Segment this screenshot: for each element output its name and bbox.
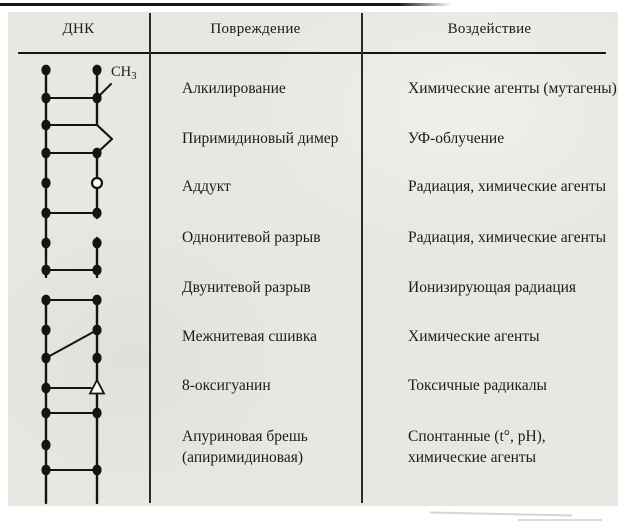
damage-label-adduct: Аддукт [182,178,231,195]
cause-label-alkylation: Химические агенты (мутагены) [408,80,617,97]
damage-label-pyrimidine-dimer: Пиримидиновый димер [182,130,339,147]
paper-background [8,12,618,506]
base-dots-right [92,64,102,476]
damage-label-apurinic-gap: Апуриновая брешь (апиримидиновая) [182,428,308,466]
cause-label-pyrimidine-dimer: УФ-облучение [408,130,505,147]
cause-label-ss-break: Радиация, химические агенты [408,229,607,246]
column-divider-2 [361,13,363,503]
column-header-damage: Повреждение [210,21,301,37]
column-header-cause: Воздействие [447,21,532,37]
cause-label-ds-break: Ионизирующая радиация [408,279,577,296]
damage-label-ss-break: Однонитевой разрыв [182,229,321,246]
damage-label-oxoguanine: 8-оксигуанин [182,377,271,394]
scan-smudge [518,519,602,521]
dna-ladder-diagram [41,64,114,505]
column-divider-1 [149,13,151,503]
damage-label-alkylation: Алкилирование [182,80,286,97]
pyrimidine-dimer-kink [96,124,114,154]
oxoguanine-triangle-marker [88,378,106,395]
ch3-subscript: 3 [131,70,137,82]
dna-strands [44,68,99,505]
column-header-dna: ДНК [62,21,95,37]
adduct-open-circle [90,176,104,190]
base-dots-left [41,64,51,476]
base-pair-rungs [45,97,98,471]
cause-label-apurinic-gap: Спонтанные (t°, pH), химические агенты [408,428,546,466]
table-top-border [0,3,452,6]
cause-label-crosslink: Химические агенты [408,328,540,345]
interstrand-crosslink-line [45,329,98,359]
ch3-text: CH [111,64,132,80]
header-underline [18,52,606,54]
cause-label-adduct: Радиация, химические агенты [408,178,607,195]
methyl-group-label: CH3 [111,64,137,82]
damage-label-ds-break: Двунитевой разрыв [182,279,311,296]
damage-label-crosslink: Межнитевая сшивка [182,328,318,345]
cause-label-oxoguanine: Токсичные радикалы [408,377,547,394]
scan-smudge [429,511,573,517]
